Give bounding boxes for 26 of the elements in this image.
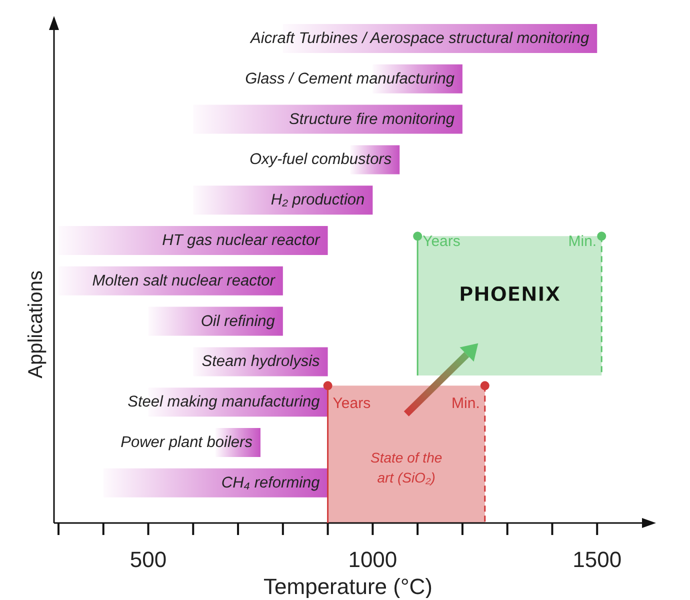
y-tick-label: Glass / Cement manufacturing [245, 70, 455, 88]
y-tick-label: H₂ production [270, 192, 365, 209]
y-axis-title: Applications [25, 270, 48, 378]
y-tick-label: Power plant boilers [120, 434, 253, 451]
band-label: State of the art (SiO₂) [370, 449, 442, 486]
y-tick-label: Molten salt nuclear reactor [92, 272, 276, 290]
y-tick-label: Oil refining [200, 312, 276, 330]
bar [193, 186, 373, 215]
x-tick-label: 500 [130, 547, 167, 572]
x-tick-label: 1500 [572, 547, 622, 572]
annotation: Min. [568, 233, 597, 250]
y-tick-label: Steam hydrolysis [202, 353, 320, 370]
bar [148, 306, 283, 336]
y-tick-label: Steel making manufacturing [128, 394, 320, 411]
y-tick-label: HT gas nuclear reactor [162, 232, 321, 249]
bar [193, 104, 462, 134]
bar [58, 226, 328, 255]
bar [103, 468, 328, 498]
y-tick-label: Aicraft Turbines / Aerospace structural monitoring [250, 30, 590, 47]
x-tick-label: 1000 [348, 547, 398, 572]
annotation: Years [422, 233, 460, 250]
y-tick-label: Structure fire monitoring [289, 110, 455, 128]
y-tick-label: CH₄ reforming [221, 474, 320, 492]
annotation: Min. [452, 394, 480, 412]
annotation: Years [332, 394, 371, 412]
band-label: PHOENIX [458, 282, 561, 306]
